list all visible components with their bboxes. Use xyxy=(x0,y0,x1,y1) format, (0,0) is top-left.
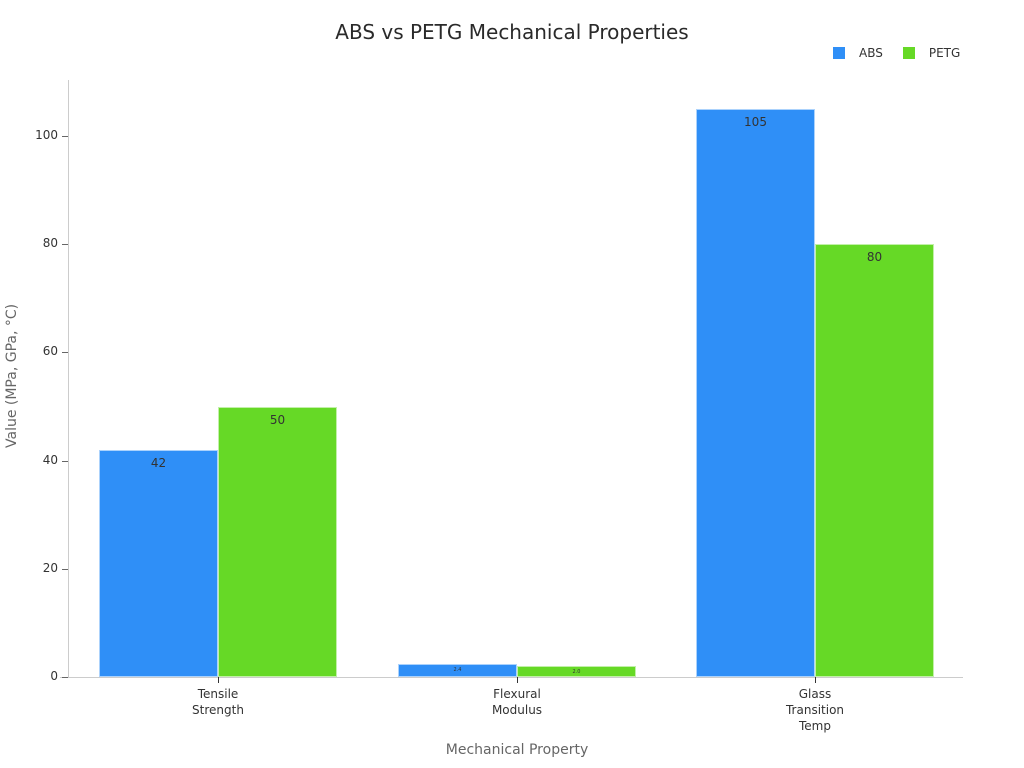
y-tick-label: 60 xyxy=(42,344,58,359)
bar-value-label: 2.0 xyxy=(572,669,581,676)
x-tick xyxy=(218,677,219,683)
x-tick-label: Glass Transition Temp xyxy=(785,687,845,733)
y-axis-label: Value (MPa, GPa, °C) xyxy=(4,303,20,448)
legend-item-abs[interactable]: ABS xyxy=(833,46,883,60)
y-tick xyxy=(62,568,68,570)
x-axis-label: Mechanical Property xyxy=(445,742,589,758)
y-tick-label: 80 xyxy=(42,236,58,251)
bar-value-label: 105 xyxy=(744,114,767,129)
y-tick xyxy=(62,244,68,246)
x-tick xyxy=(815,677,816,683)
y-tick xyxy=(62,460,68,462)
y-tick-label: 0 xyxy=(50,669,58,683)
bar-petg[interactable]: 50 xyxy=(218,406,337,677)
x-tick-label: Tensile Strength xyxy=(192,687,244,717)
petg-swatch-icon xyxy=(902,47,915,59)
y-tick-label: 100 xyxy=(35,128,58,142)
y-tick xyxy=(62,677,68,678)
bar-value-label: 80 xyxy=(866,250,883,265)
y-tick-label: 20 xyxy=(42,560,58,575)
x-tick xyxy=(517,677,518,683)
bar-petg[interactable]: 2.0 xyxy=(517,666,636,677)
abs-swatch-icon xyxy=(833,47,845,59)
y-axis-line xyxy=(68,80,69,677)
bar-abs[interactable]: 105 xyxy=(696,108,815,677)
bar-value-label: 50 xyxy=(269,412,286,427)
y-tick-label: 40 xyxy=(42,452,58,467)
legend-label-petg: PETG xyxy=(928,46,961,60)
y-tick xyxy=(62,136,68,137)
x-tick-label: Flexural Modulus xyxy=(491,687,543,717)
chart-title: ABS vs PETG Mechanical Properties xyxy=(335,20,689,44)
bar-abs[interactable]: 2.4 xyxy=(398,664,517,677)
bar-value-label: 2.4 xyxy=(453,667,462,674)
bar-abs[interactable]: 42 xyxy=(99,449,218,677)
y-tick xyxy=(62,352,68,354)
bar-petg[interactable]: 80 xyxy=(815,244,934,677)
legend: ABS PETG xyxy=(833,46,980,60)
legend-item-petg[interactable]: PETG xyxy=(902,46,961,60)
legend-label-abs: ABS xyxy=(859,46,883,60)
bar-value-label: 42 xyxy=(150,455,167,470)
x-axis-line xyxy=(60,677,963,678)
